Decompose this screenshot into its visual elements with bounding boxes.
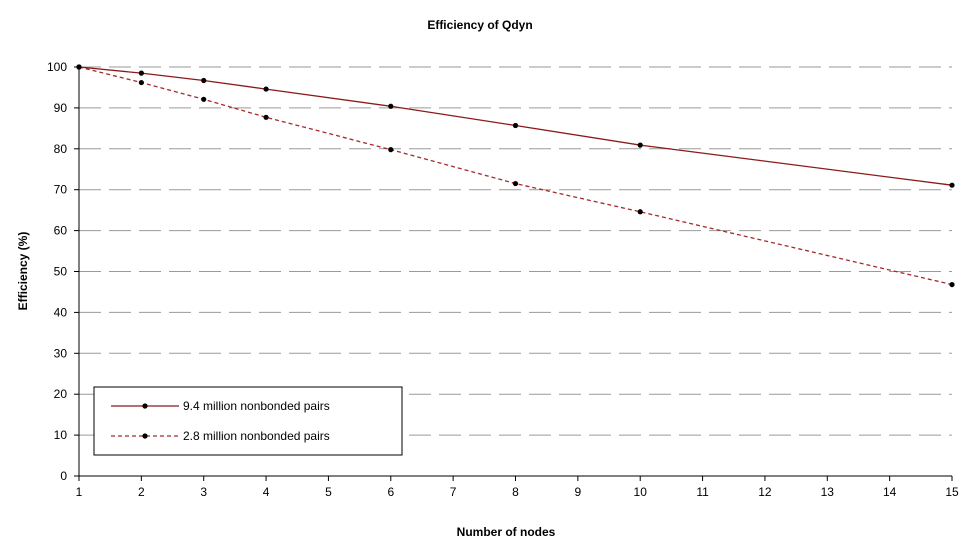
series-line-1 (78, 66, 953, 186)
y-axis-ticks: 0 10 20 30 40 50 60 70 80 90 100 (47, 60, 79, 483)
y-tick-label-10: 10 (54, 428, 68, 442)
y-axis-label: Efficiency (%) (16, 232, 30, 311)
series-1-point-4 (263, 86, 269, 92)
x-tick-label-9: 9 (575, 485, 582, 499)
series-2-point-3 (201, 96, 207, 102)
x-axis-label: Number of nodes (457, 525, 556, 539)
y-tick-label-40: 40 (54, 305, 68, 319)
y-tick-label-100: 100 (47, 60, 67, 74)
legend-marker-1 (142, 403, 148, 409)
y-tick-label-0: 0 (60, 469, 67, 483)
x-tick-label-1: 1 (76, 485, 83, 499)
y-tick-label-60: 60 (54, 224, 68, 238)
x-tick-label-3: 3 (200, 485, 207, 499)
x-tick-label-5: 5 (325, 485, 332, 499)
series-2-point-6 (388, 147, 394, 153)
x-axis-ticks: 1 2 3 4 5 6 7 8 9 10 11 12 13 14 15 (76, 476, 959, 499)
x-tick-label-13: 13 (821, 485, 835, 499)
series-2-point-2 (138, 79, 144, 86)
series-2-point-1 (76, 64, 82, 70)
series-2-point-8 (512, 180, 519, 187)
gridlines (79, 66, 952, 436)
y-tick-label-30: 30 (54, 346, 68, 360)
legend-marker-2 (142, 433, 148, 439)
x-tick-label-8: 8 (512, 485, 519, 499)
series-1-point-3 (201, 77, 207, 84)
series-lines (76, 64, 955, 288)
series-1-point-2 (138, 70, 144, 76)
chart-title: Efficiency of Qdyn (427, 18, 532, 32)
series-1-point-6 (388, 103, 394, 109)
series-2-point-10 (637, 209, 643, 215)
series-2-point-15 (949, 281, 955, 288)
y-tick-label-20: 20 (54, 387, 68, 401)
series-line-2 (78, 66, 953, 286)
x-tick-label-14: 14 (883, 485, 897, 499)
y-tick-label-50: 50 (54, 265, 68, 279)
legend-label-1: 9.4 million nonbonded pairs (183, 399, 330, 413)
x-tick-label-11: 11 (696, 485, 709, 499)
series-1-point-10 (637, 142, 643, 148)
y-tick-label-80: 80 (54, 142, 68, 156)
y-tick-label-90: 90 (54, 101, 68, 115)
legend: 9.4 million nonbonded pairs 2.8 million n… (93, 386, 403, 456)
legend-box (93, 386, 403, 456)
series-1-point-15 (949, 182, 955, 188)
x-tick-label-2: 2 (138, 485, 145, 499)
series-1-point-8 (512, 122, 519, 129)
x-tick-label-7: 7 (450, 485, 457, 499)
x-tick-label-12: 12 (758, 485, 772, 499)
x-tick-label-10: 10 (634, 485, 648, 499)
legend-label-2: 2.8 million nonbonded pairs (183, 429, 330, 443)
x-tick-label-15: 15 (945, 485, 959, 499)
y-tick-label-70: 70 (54, 183, 68, 197)
x-tick-label-4: 4 (263, 485, 270, 499)
x-tick-label-6: 6 (387, 485, 394, 499)
series-2-point-4 (263, 114, 269, 120)
